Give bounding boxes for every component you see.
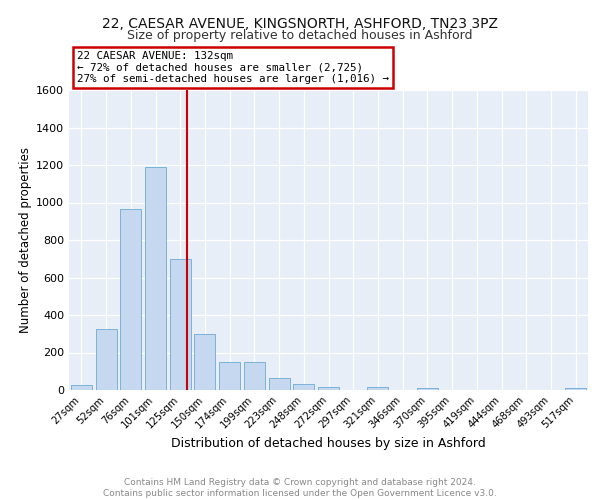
Bar	[293, 384, 314, 390]
Text: 22, CAESAR AVENUE, KINGSNORTH, ASHFORD, TN23 3PZ: 22, CAESAR AVENUE, KINGSNORTH, ASHFORD, …	[102, 18, 498, 32]
Bar	[318, 387, 339, 390]
Text: 22 CAESAR AVENUE: 132sqm
← 72% of detached houses are smaller (2,725)
27% of sem: 22 CAESAR AVENUE: 132sqm ← 72% of detach…	[77, 51, 389, 84]
Bar	[170, 259, 191, 390]
X-axis label: Distribution of detached houses by size in Ashford: Distribution of detached houses by size …	[171, 438, 486, 450]
Bar	[244, 362, 265, 390]
Bar	[367, 387, 388, 390]
Bar	[194, 334, 215, 390]
Bar	[145, 167, 166, 390]
Bar	[219, 362, 240, 390]
Bar	[120, 209, 141, 390]
Bar	[269, 378, 290, 390]
Y-axis label: Number of detached properties: Number of detached properties	[19, 147, 32, 333]
Text: Contains HM Land Registry data © Crown copyright and database right 2024.
Contai: Contains HM Land Registry data © Crown c…	[103, 478, 497, 498]
Bar	[565, 388, 586, 390]
Bar	[95, 329, 116, 390]
Bar	[71, 386, 92, 390]
Text: Size of property relative to detached houses in Ashford: Size of property relative to detached ho…	[127, 29, 473, 42]
Bar	[417, 388, 438, 390]
